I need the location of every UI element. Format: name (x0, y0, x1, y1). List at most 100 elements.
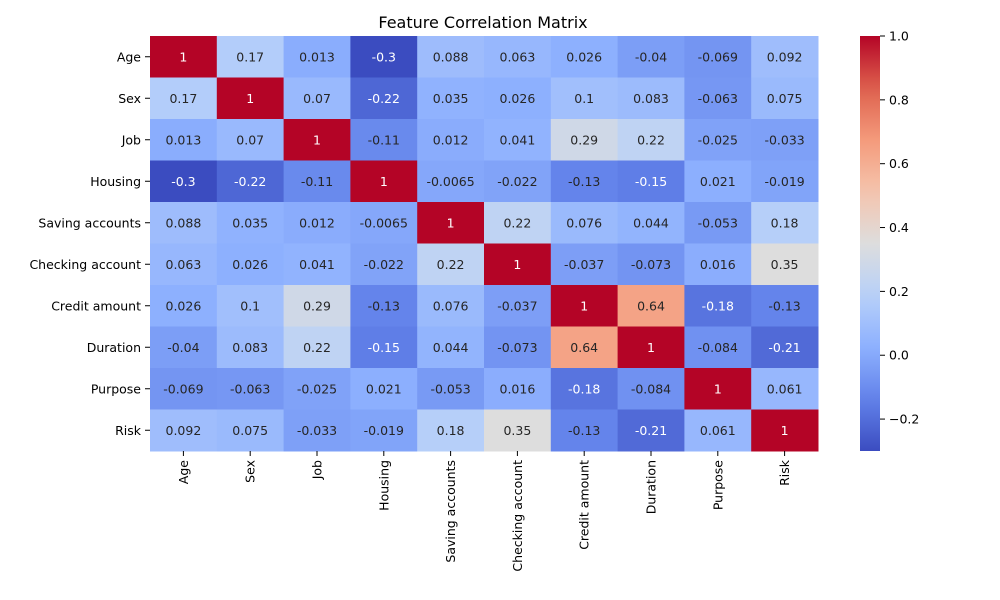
heatmap-cell (484, 160, 552, 203)
cell-value-label: -0.033 (297, 423, 337, 438)
cell-value-label: 0.021 (366, 381, 402, 396)
cell-value-label: 1 (179, 49, 187, 64)
x-tick-label: Credit amount (577, 460, 592, 550)
heatmap-cell (417, 243, 485, 286)
y-tick-label: Credit amount (51, 298, 141, 313)
cell-value-label: -0.13 (368, 298, 400, 313)
y-axis-labels: Age Sex Job Housing Saving accounts Checking … (29, 49, 150, 438)
cell-value-label: -0.063 (230, 381, 270, 396)
cell-value-label: 0.026 (232, 257, 268, 272)
heatmap-cell (617, 368, 685, 410)
y-tick-label: Saving accounts (38, 215, 141, 230)
heatmap-cells: 1 0.17 0.013 -0.3 0.088 0.063 0.026 -0.04 -0.069… (150, 36, 819, 452)
cell-value-label: -0.04 (167, 340, 199, 355)
cell-value-label: 0.088 (166, 215, 202, 230)
heatmap-cell (350, 119, 418, 161)
cell-value-label: 0.092 (767, 49, 803, 64)
colorbar-tick-label: 0.0 (889, 348, 909, 363)
heatmap-cell (216, 409, 285, 452)
chart-title: Feature Correlation Matrix (378, 13, 587, 32)
heatmap-cell (350, 409, 418, 452)
heatmap-cell (350, 368, 418, 410)
cell-value-label: -0.18 (568, 381, 600, 396)
colorbar-tick-label: 1.0 (889, 29, 909, 44)
cell-value-label: 0.075 (767, 91, 803, 106)
heatmap-cell (484, 36, 552, 78)
heatmap-cell (283, 36, 351, 78)
heatmap-cell (484, 409, 552, 452)
cell-value-label: -0.15 (368, 340, 400, 355)
cell-value-label: 1 (313, 132, 321, 147)
heatmap-cell (550, 409, 619, 452)
cell-value-label: 0.013 (299, 49, 335, 64)
heatmap-cell (150, 202, 218, 244)
y-tick-label: Risk (115, 423, 142, 438)
heatmap-cell (150, 160, 218, 203)
cell-value-label: -0.084 (631, 381, 671, 396)
heatmap-cell (283, 368, 351, 410)
heatmap-cell (216, 119, 285, 161)
cell-value-label: 0.075 (232, 423, 268, 438)
cell-value-label: 0.044 (633, 215, 669, 230)
heatmap-cell (550, 368, 619, 410)
cell-value-label: -0.073 (497, 340, 537, 355)
cell-value-label: -0.019 (364, 423, 404, 438)
heatmap-cell (751, 409, 819, 452)
cell-value-label: 0.092 (166, 423, 202, 438)
heatmap-cell (283, 119, 351, 161)
heatmap-cell (417, 326, 485, 369)
cell-value-label: 0.64 (637, 298, 665, 313)
heatmap-cell (751, 285, 819, 327)
colorbar-tick-label: 0.8 (889, 92, 909, 107)
heatmap-cell (550, 285, 619, 327)
cell-value-label: 0.18 (771, 215, 799, 230)
cell-value-label: 1 (246, 91, 254, 106)
x-tick-label: Job (310, 460, 325, 480)
heatmap-cell (751, 326, 819, 369)
colorbar: 1.0 0.8 0.6 0.4 0.2 0.0 −0.2 (860, 29, 919, 451)
cell-value-label: -0.3 (372, 49, 396, 64)
heatmap-cell (684, 326, 752, 369)
cell-value-label: 0.07 (236, 132, 264, 147)
heatmap-cell (350, 285, 418, 327)
cell-value-label: 0.17 (236, 49, 264, 64)
heatmap-cell (417, 202, 485, 244)
cell-value-label: -0.15 (635, 174, 667, 189)
y-tick-label: Housing (90, 174, 141, 189)
x-tick-label: Age (176, 460, 191, 484)
heatmap-cell (684, 77, 752, 120)
cell-value-label: 0.021 (700, 174, 736, 189)
cell-value-label: 0.1 (574, 91, 594, 106)
x-tick-label: Housing (376, 460, 391, 511)
cell-value-label: -0.033 (764, 132, 804, 147)
y-tick-label: Checking account (29, 257, 141, 272)
cell-value-label: 0.22 (437, 257, 465, 272)
y-tick-label: Duration (87, 340, 141, 355)
cell-value-label: 0.1 (240, 298, 260, 313)
cell-value-label: 1 (513, 257, 521, 272)
cell-value-label: 0.061 (767, 381, 803, 396)
colorbar-tick-label: 0.2 (889, 284, 909, 299)
cell-value-label: -0.0065 (426, 174, 474, 189)
cell-value-label: 0.083 (633, 91, 669, 106)
heatmap-cell (484, 243, 552, 286)
heatmap-cell (684, 243, 752, 286)
cell-value-label: 0.29 (570, 132, 598, 147)
heatmap-cell (617, 202, 685, 244)
heatmap-cell (350, 36, 418, 78)
heatmap-cell (751, 77, 819, 120)
cell-value-label: -0.21 (635, 423, 667, 438)
cell-value-label: 0.026 (566, 49, 602, 64)
heatmap-cell (751, 202, 819, 244)
heatmap-cell (216, 202, 285, 244)
cell-value-label: 0.088 (433, 49, 469, 64)
heatmap-cell (484, 202, 552, 244)
x-axis-labels: Age Sex Job Housing Saving accounts Checking … (176, 451, 792, 572)
x-tick-label: Purpose (710, 460, 725, 510)
heatmap-cell (216, 243, 285, 286)
heatmap-cell (417, 285, 485, 327)
cell-value-label: 0.17 (169, 91, 197, 106)
heatmap-cell (216, 36, 285, 78)
cell-value-label: -0.022 (497, 174, 537, 189)
heatmap-cell (550, 36, 619, 78)
